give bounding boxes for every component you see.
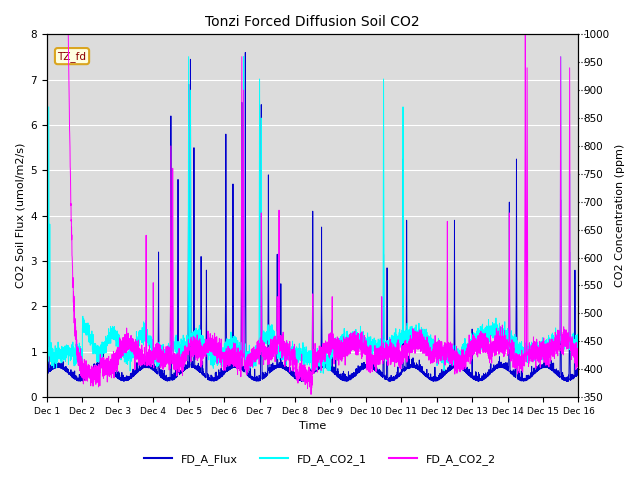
Legend: FD_A_Flux, FD_A_CO2_1, FD_A_CO2_2: FD_A_Flux, FD_A_CO2_1, FD_A_CO2_2 — [140, 450, 500, 469]
Text: TZ_fd: TZ_fd — [58, 51, 86, 61]
Title: Tonzi Forced Diffusion Soil CO2: Tonzi Forced Diffusion Soil CO2 — [205, 15, 420, 29]
X-axis label: Time: Time — [299, 421, 326, 432]
Y-axis label: CO2 Concentration (ppm): CO2 Concentration (ppm) — [615, 144, 625, 288]
Y-axis label: CO2 Soil Flux (umol/m2/s): CO2 Soil Flux (umol/m2/s) — [15, 143, 25, 288]
